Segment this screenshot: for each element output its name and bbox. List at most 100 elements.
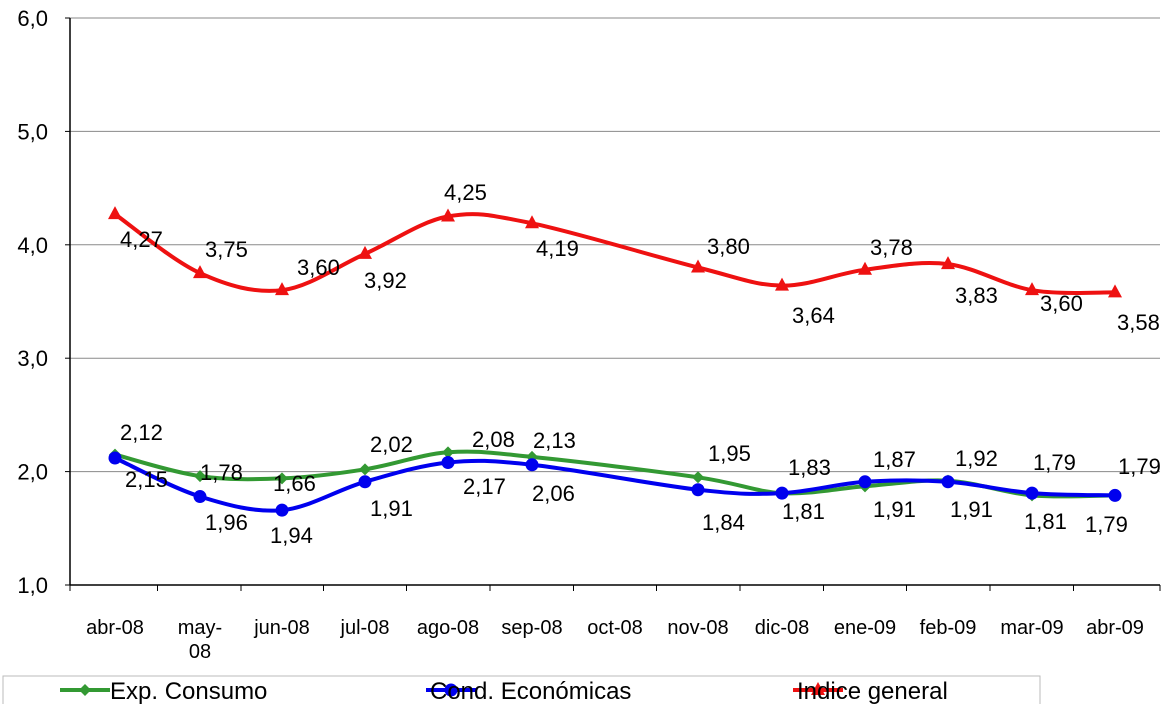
data-label: 1,79: [1033, 450, 1076, 475]
data-label: 1,66: [273, 471, 316, 496]
data-label: 1,95: [708, 441, 751, 466]
legend-label: Indice general: [797, 678, 948, 704]
data-label: 4,25: [444, 180, 487, 205]
x-tick-label: may-08: [178, 617, 222, 663]
data-label: 3,64: [792, 303, 835, 328]
data-point: [1025, 282, 1039, 296]
data-point: [441, 208, 455, 222]
y-tick-label: 4,0: [17, 233, 48, 258]
legend: Exp. Consumo Cond. Económicas Indice gener…: [2, 675, 1041, 704]
data-label: 1,83: [788, 455, 831, 480]
data-point: [691, 259, 705, 273]
data-point: [1108, 488, 1122, 502]
data-label: 1,91: [370, 496, 413, 521]
data-label: 3,60: [1040, 291, 1083, 316]
data-label: 1,79: [1085, 512, 1128, 537]
legend-item: Cond. Económicas: [426, 678, 631, 704]
data-label: 1,87: [873, 447, 916, 472]
x-tick-labels: abr-08 may-08 jun-08 jul-08 ago-08 sep-08 oct-…: [86, 617, 1144, 663]
data-label: 1,81: [1024, 509, 1067, 534]
x-tick-label: oct-08: [587, 617, 643, 639]
data-label: 2,15: [125, 467, 168, 492]
data-point: [692, 471, 704, 484]
data-label: 1,79: [1118, 454, 1161, 479]
data-label: 4,27: [120, 227, 163, 252]
x-tick-label: jul-08: [340, 617, 390, 639]
series-line: [113, 212, 1116, 295]
data-label: 1,92: [955, 446, 998, 471]
data-point: [691, 483, 705, 497]
data-point: [525, 458, 539, 472]
data-point: [525, 215, 539, 229]
legend-item: Indice general: [793, 678, 948, 704]
data-point: [108, 206, 122, 220]
data-label: 1,78: [200, 460, 243, 485]
data-label: 3,83: [955, 283, 998, 308]
data-point: [108, 451, 122, 465]
x-tick-label: jun-08: [253, 617, 310, 639]
x-tick-label: mar-09: [1000, 617, 1063, 639]
y-tick-label: 3,0: [17, 346, 48, 371]
data-label: 2,02: [370, 432, 413, 457]
data-point: [441, 456, 455, 470]
data-label: 3,60: [297, 255, 340, 280]
data-point: [275, 503, 289, 517]
data-point: [941, 475, 955, 489]
data-point: [275, 282, 289, 296]
data-point: [941, 256, 955, 270]
data-point: [858, 261, 872, 275]
data-point: [358, 475, 372, 489]
data-label: 4,19: [536, 236, 579, 261]
x-tick-label: abr-08: [86, 617, 144, 639]
data-point: [193, 490, 207, 504]
x-tick-label: dic-08: [755, 617, 809, 639]
data-label: 2,17: [463, 474, 506, 499]
x-tick-label: ago-08: [417, 617, 479, 639]
data-label: 1,84: [702, 510, 745, 535]
data-point: [276, 472, 288, 485]
series-cond-econ-micas: [108, 451, 1122, 517]
data-label: 2,08: [472, 427, 515, 452]
y-tick-label: 5,0: [17, 119, 48, 144]
data-label: 1,91: [873, 497, 916, 522]
series-indice-general: [108, 206, 1122, 298]
data-point: [193, 265, 207, 279]
x-tick-label: ene-09: [834, 617, 896, 639]
data-label: 2,12: [120, 420, 163, 445]
data-label: 3,58: [1117, 310, 1160, 335]
data-point: [858, 475, 872, 489]
x-tick-label: feb-09: [920, 617, 977, 639]
legend-label: Cond. Económicas: [430, 678, 631, 704]
data-label: 3,80: [707, 234, 750, 259]
data-point: [444, 683, 458, 697]
series-lines: [108, 206, 1122, 517]
data-label: 3,75: [205, 237, 248, 262]
data-point: [775, 277, 789, 291]
legend-box: [2, 675, 1041, 704]
data-point: [194, 470, 206, 483]
data-labels: 2,15 1,96 1,94 2,02 2,17 2,13 1,95 1,83 1,87 1,92…: [120, 180, 1161, 548]
data-point: [775, 486, 789, 500]
x-tick-label: nov-08: [667, 617, 728, 639]
data-label: 3,92: [364, 268, 407, 293]
x-tick-label: abr-09: [1086, 617, 1144, 639]
x-tick-label: sep-08: [501, 617, 562, 639]
data-point: [359, 463, 371, 476]
data-label: 1,94: [270, 523, 313, 548]
legend-item: Exp. Consumo: [60, 678, 267, 704]
y-tick-label: 1,0: [17, 573, 48, 598]
data-point: [442, 446, 454, 459]
data-point: [79, 684, 91, 696]
y-tick-labels: 1,0 2,0 3,0 4,0 5,0 6,0: [17, 6, 48, 598]
axes: [65, 17, 1161, 591]
data-point: [1108, 284, 1122, 298]
data-point: [358, 245, 372, 259]
data-point: [811, 682, 825, 695]
legend-label: Exp. Consumo: [110, 678, 267, 704]
data-label: 1,91: [950, 497, 993, 522]
y-tick-label: 6,0: [17, 6, 48, 31]
data-label: 3,78: [870, 235, 913, 260]
y-tick-label: 2,0: [17, 460, 48, 485]
data-point: [1025, 486, 1039, 500]
